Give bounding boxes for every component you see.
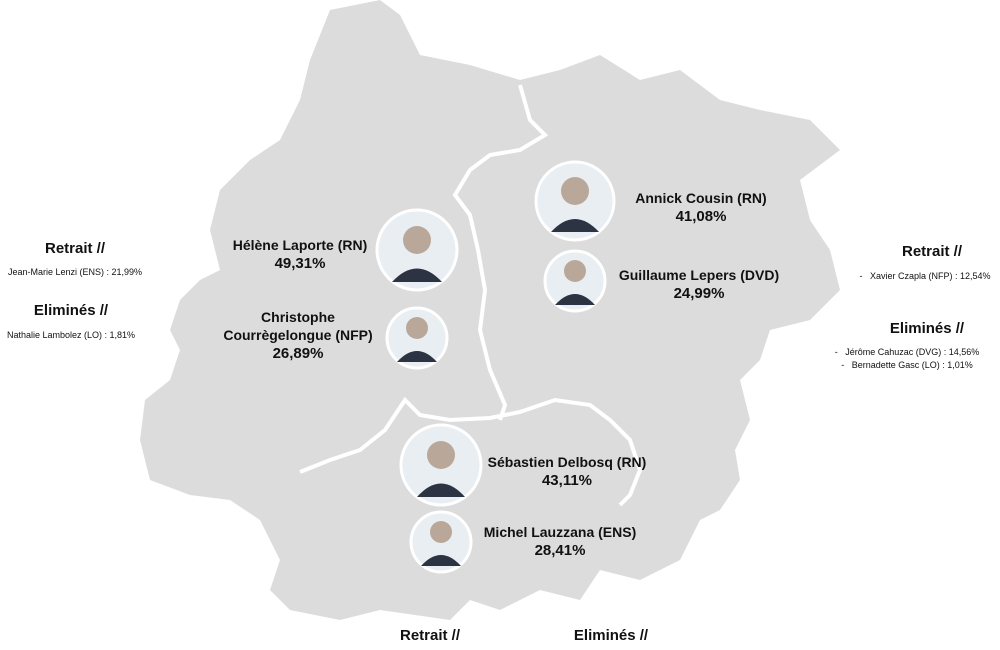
eliminated-title: Eliminés //: [34, 302, 109, 319]
eliminated-item: - Jérôme Cahuzac (DVG) : 14,56%: [835, 347, 980, 357]
portrait: [409, 510, 473, 574]
district-border: [299, 396, 643, 507]
portrait: [375, 208, 459, 292]
candidate-score: 26,89%: [273, 345, 324, 362]
withdrawn-title: Retrait //: [45, 240, 106, 257]
withdrawn-item: - Xavier Czapla (NFP) : 12,54%: [859, 271, 990, 281]
district-border: [452, 84, 549, 421]
eliminated-title: Eliminés //: [890, 320, 965, 337]
candidate-score: 28,41%: [535, 542, 586, 559]
candidate-name: Hélène Laporte (RN): [233, 237, 368, 253]
eliminated-item: Nathalie Lambolez (LO) : 1,81%: [7, 330, 135, 340]
withdrawn-title: Retrait //: [902, 243, 963, 260]
candidate-name: Sébastien Delbosq (RN): [488, 454, 647, 470]
candidate-name: Michel Lauzzana (ENS): [484, 524, 636, 540]
portrait: [534, 160, 616, 242]
candidate-name: Guillaume Lepers (DVD): [619, 267, 779, 283]
candidate-score: 24,99%: [674, 285, 725, 302]
portrait: [385, 306, 449, 370]
candidate-name: Annick Cousin (RN): [635, 190, 766, 206]
portrait: [543, 249, 607, 313]
withdrawn-title: Retrait //: [400, 627, 461, 644]
candidate-score: 41,08%: [676, 208, 727, 225]
eliminated-title: Eliminés //: [574, 627, 649, 644]
candidate-score: 49,31%: [275, 255, 326, 272]
withdrawn-item: Jean-Marie Lenzi (ENS) : 21,99%: [8, 267, 142, 277]
eliminated-item: - Bernadette Gasc (LO) : 1,01%: [841, 360, 973, 370]
candidate-name: Christophe Courrègelongue (NFP): [223, 309, 372, 343]
candidate-score: 43,11%: [542, 472, 592, 489]
portrait: [399, 423, 483, 507]
